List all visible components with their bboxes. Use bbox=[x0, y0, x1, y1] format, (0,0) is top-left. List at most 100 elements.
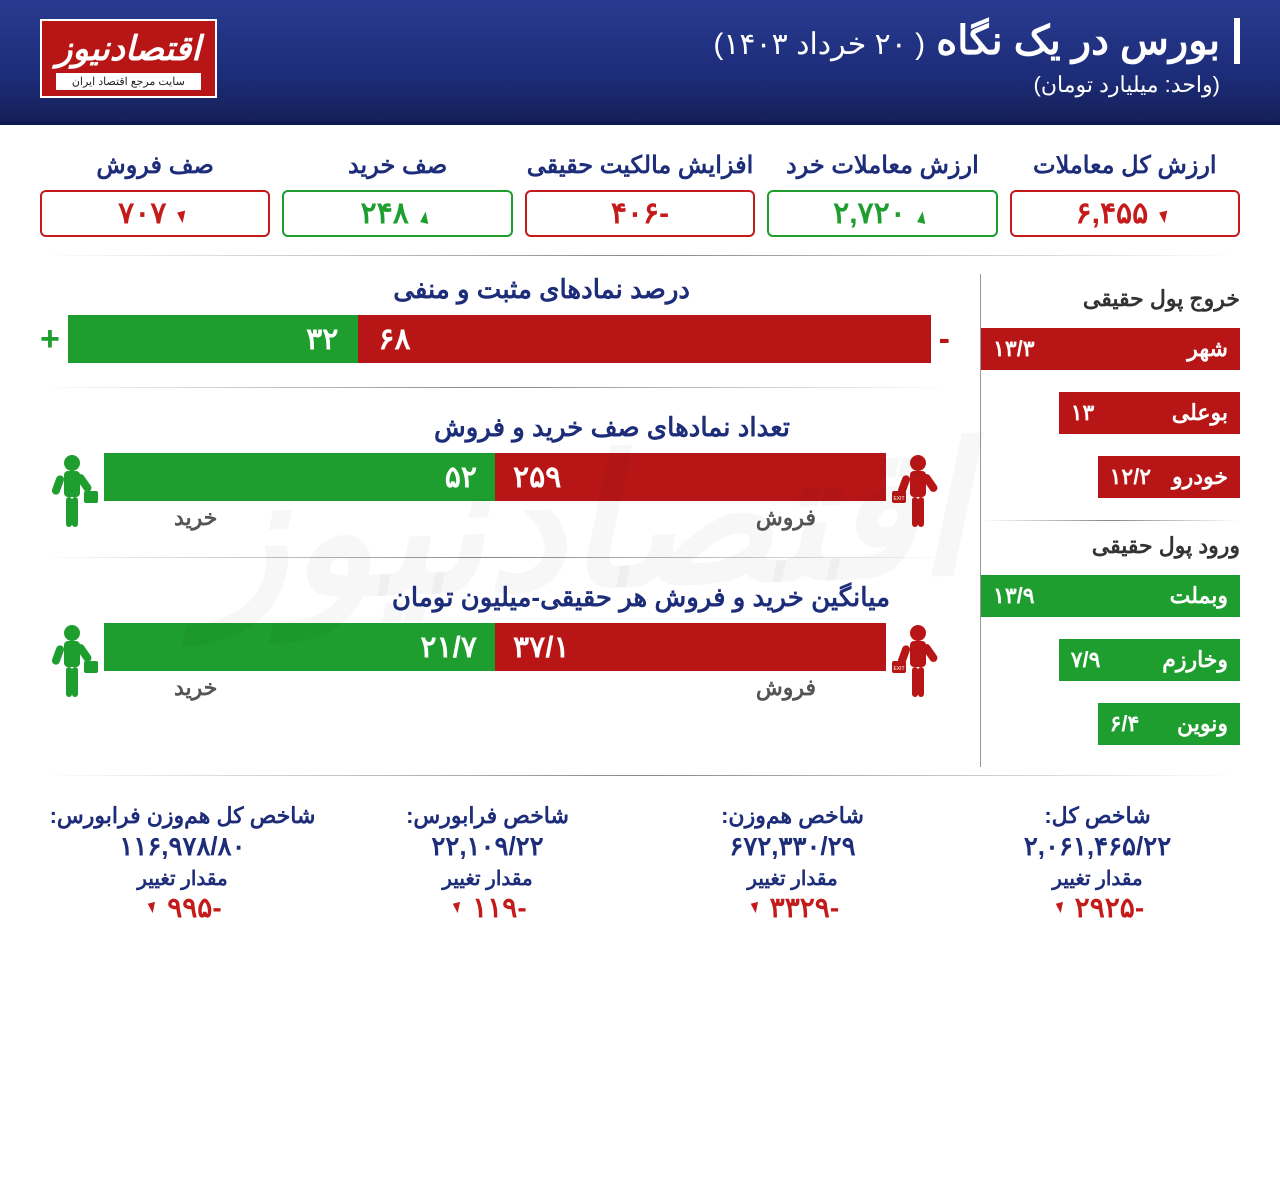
logo-box: اقتصادنیوز سایت مرجع اقتصاد ایران bbox=[40, 19, 217, 98]
index-col: شاخص فرابورس:۲۲,۱۰۹/۲۲ مقدار تغییر-۱۱۹ bbox=[345, 803, 630, 924]
idx-chg-val: -۱۱۹ bbox=[345, 891, 630, 924]
idx-title: شاخص هم‌وزن: bbox=[650, 803, 935, 829]
idx-chg-val: -۲۹۲۵ bbox=[955, 891, 1240, 924]
person-enter-icon bbox=[40, 623, 104, 703]
side-val: ۱۳/۳ bbox=[993, 336, 1035, 362]
queue-buy-bar: ۵۲ bbox=[104, 453, 495, 501]
stat-value: ۷۰۷ bbox=[118, 196, 166, 231]
arrow-up-icon bbox=[415, 197, 435, 231]
avg-sell-label: فروش bbox=[495, 675, 886, 701]
pct-bar: ۶۸ ۳۲ bbox=[68, 315, 931, 363]
stat-valbox: ۷۰۷ bbox=[40, 190, 270, 237]
side-val: ۱۲/۲ bbox=[1110, 464, 1152, 490]
avg-buy-bar: ۲۱/۷ bbox=[104, 623, 495, 671]
stat-value: ۲۴۸ bbox=[361, 196, 409, 231]
stat-valbox: -۴۰۶ bbox=[525, 190, 755, 237]
avg-chart: میانگین خرید و فروش هر حقیقی-میلیون توما… bbox=[40, 582, 950, 703]
stat-value: -۴۰۶ bbox=[611, 196, 669, 231]
stat-valbox: ۶,۴۵۵ bbox=[1010, 190, 1240, 237]
logo-sub: سایت مرجع اقتصاد ایران bbox=[62, 75, 195, 88]
avg-buy-label: خرید bbox=[104, 675, 495, 701]
stat-label: افزایش مالکیت حقیقی bbox=[525, 151, 755, 180]
index-col: شاخص هم‌وزن:۶۷۲,۳۳۰/۲۹مقدار تغییر-۳۳۲۹ bbox=[650, 803, 935, 924]
avg-title: میانگین خرید و فروش هر حقیقی-میلیون توما… bbox=[40, 582, 950, 613]
side-name: خودرو bbox=[1172, 464, 1228, 490]
stat-col: ارزش معاملات خرد ۲,۷۲۰ bbox=[767, 151, 997, 237]
pct-chart: درصد نمادهای مثبت و منفی - ۶۸ ۳۲ + bbox=[40, 274, 950, 363]
divider bbox=[40, 387, 950, 388]
page-title: بورس در یک نگاه ( ۲۰ خرداد ۱۴۰۳) bbox=[713, 18, 1240, 64]
unit-label: (واحد: میلیارد تومان) bbox=[713, 72, 1240, 98]
stat-label: صف خرید bbox=[282, 151, 512, 180]
side-val: ۷/۹ bbox=[1071, 647, 1101, 673]
side-val: ۱۳/۹ bbox=[993, 583, 1035, 609]
index-col: شاخص کل:۲,۰۶۱,۴۶۵/۲۲مقدار تغییر-۲۹۲۵ bbox=[955, 803, 1240, 924]
person-enter-icon bbox=[40, 453, 104, 533]
side-name: ونوین bbox=[1177, 711, 1228, 737]
svg-text:EXIT: EXIT bbox=[893, 666, 904, 672]
idx-title: شاخص کل هم‌وزن فرابورس: bbox=[40, 803, 325, 829]
stat-valbox: ۲۴۸ bbox=[282, 190, 512, 237]
side-name: شهر bbox=[1187, 336, 1228, 362]
logo-main: اقتصادنیوز bbox=[56, 29, 201, 69]
side-bar: بوعلی ۱۳ bbox=[1059, 392, 1240, 434]
idx-title: شاخص کل: bbox=[955, 803, 1240, 829]
indices-row: شاخص کل:۲,۰۶۱,۴۶۵/۲۲مقدار تغییر-۲۹۲۵شاخص… bbox=[0, 784, 1280, 954]
main-area: درصد نمادهای مثبت و منفی - ۶۸ ۳۲ + bbox=[40, 274, 980, 767]
header-bar: بورس در یک نگاه ( ۲۰ خرداد ۱۴۰۳) (واحد: … bbox=[0, 0, 1280, 125]
side-bar: ونوین ۶/۴ bbox=[1098, 703, 1240, 745]
idx-chg-label: مقدار تغییر bbox=[40, 866, 325, 891]
divider bbox=[40, 775, 1240, 776]
plus-sign: + bbox=[40, 320, 60, 359]
idx-value: ۲۲,۱۰۹/۲۲ bbox=[345, 831, 630, 862]
stat-col: صف خرید ۲۴۸ bbox=[282, 151, 512, 237]
divider bbox=[40, 255, 1240, 256]
stat-valbox: ۲,۷۲۰ bbox=[767, 190, 997, 237]
stat-col: افزایش مالکیت حقیقی -۴۰۶ bbox=[525, 151, 755, 237]
idx-value: ۶۷۲,۳۳۰/۲۹ bbox=[650, 831, 935, 862]
avg-buy-val: ۲۱/۷ bbox=[420, 630, 477, 665]
stat-col: صف فروش۷۰۷ bbox=[40, 151, 270, 237]
pct-pos-val: ۳۲ bbox=[306, 322, 338, 357]
stat-value: ۶,۴۵۵ bbox=[1076, 196, 1149, 231]
infographic-root: اقتصادنیوز بورس در یک نگاه ( ۲۰ خرداد ۱۴… bbox=[0, 0, 1280, 954]
queue-buy-label: خرید bbox=[104, 505, 495, 531]
arrow-down-icon bbox=[1154, 197, 1174, 231]
idx-chg-label: مقدار تغییر bbox=[955, 866, 1240, 891]
svg-text:EXIT: EXIT bbox=[893, 496, 904, 502]
divider bbox=[40, 557, 950, 558]
stat-col: ارزش کل معاملات ۶,۴۵۵ bbox=[1010, 151, 1240, 237]
side-in-title: ورود پول حقیقی bbox=[981, 521, 1240, 575]
side-bar: وخارزم ۷/۹ bbox=[1059, 639, 1240, 681]
side-bar: شهر ۱۳/۳ bbox=[981, 328, 1240, 370]
side-name: وخارزم bbox=[1162, 647, 1228, 673]
idx-chg-label: مقدار تغییر bbox=[650, 866, 935, 891]
index-col: شاخص کل هم‌وزن فرابورس:۱۱۶,۹۷۸/۸۰مقدار ت… bbox=[40, 803, 325, 924]
stat-value: ۲,۷۲۰ bbox=[833, 196, 906, 231]
idx-chg-val: -۹۹۵ bbox=[40, 891, 325, 924]
top-stats-row: ارزش کل معاملات ۶,۴۵۵ ارزش معاملات خرد ۲,۷۲… bbox=[0, 125, 1280, 247]
person-exit-icon: EXIT bbox=[886, 453, 950, 533]
stat-label: ارزش کل معاملات bbox=[1010, 151, 1240, 180]
queue-sell-bar: ۲۵۹ bbox=[495, 453, 886, 501]
queue-title: تعداد نمادهای صف خرید و فروش bbox=[40, 412, 950, 443]
side-val: ۶/۴ bbox=[1110, 711, 1140, 737]
side-in-list: وبملت۱۳/۹ وخارزم ۷/۹ ونوین ۶/۴ bbox=[981, 575, 1240, 745]
side-name: بوعلی bbox=[1172, 400, 1228, 426]
stat-label: ارزش معاملات خرد bbox=[767, 151, 997, 180]
arrow-up-icon bbox=[912, 197, 932, 231]
idx-chg-label: مقدار تغییر bbox=[345, 866, 630, 891]
idx-title: شاخص فرابورس: bbox=[345, 803, 630, 829]
queue-buy-val: ۵۲ bbox=[445, 460, 477, 495]
queue-sell-val: ۲۵۹ bbox=[513, 460, 561, 495]
pct-neg-val: ۶۸ bbox=[378, 322, 410, 357]
side-val: ۱۳ bbox=[1071, 400, 1095, 426]
arrow-down-icon bbox=[172, 197, 192, 231]
body-grid: خروج پول حقیقی شهر۱۳/۳بوعلی۱۳خودرو۱۲/۲ و… bbox=[0, 264, 1280, 767]
side-out-list: شهر ۱۳/۳ بوعلی ۱۳ خودرو ۱۲/۲ bbox=[981, 328, 1240, 498]
avg-sell-val: ۳۷/۱ bbox=[513, 630, 570, 665]
pct-pos-seg: ۳۲ bbox=[68, 315, 359, 363]
avg-sell-bar: ۳۷/۱ bbox=[495, 623, 886, 671]
side-bar: وبملت۱۳/۹ bbox=[981, 575, 1240, 617]
title-text: بورس در یک نگاه bbox=[936, 19, 1220, 63]
